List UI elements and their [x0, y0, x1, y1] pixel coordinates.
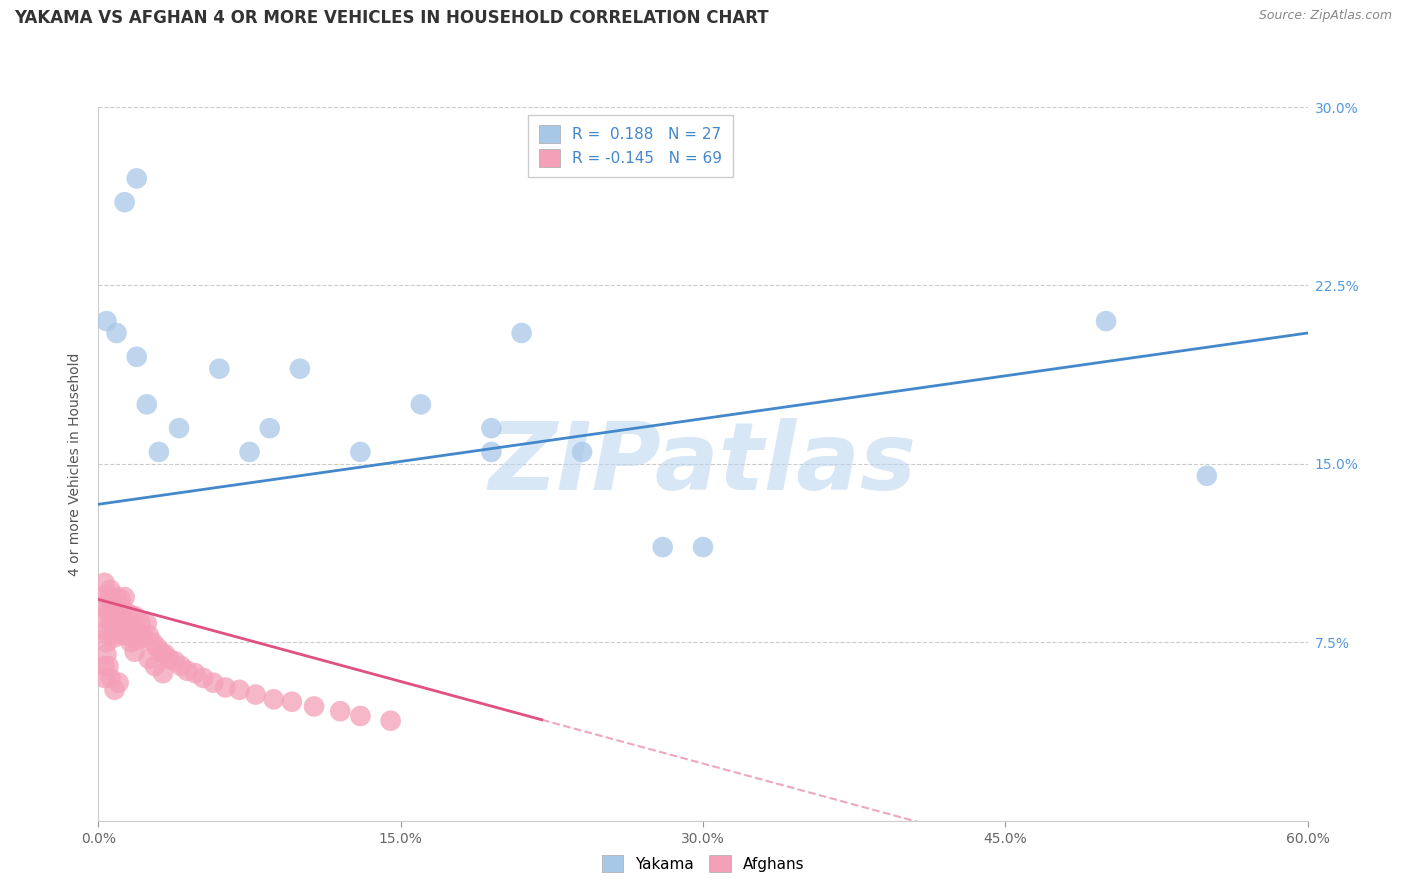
Point — [571, 445, 593, 459]
Point — [100, 671, 122, 685]
Point — [380, 714, 402, 728]
Point — [103, 682, 125, 697]
Point — [176, 664, 198, 678]
Point — [103, 602, 125, 616]
Point — [97, 592, 120, 607]
Legend: R =  0.188   N = 27, R = -0.145   N = 69: R = 0.188 N = 27, R = -0.145 N = 69 — [527, 115, 733, 178]
Point — [114, 616, 136, 631]
Point — [93, 575, 115, 590]
Point — [349, 709, 371, 723]
Point — [114, 195, 136, 210]
Point — [153, 647, 176, 661]
Text: ZIPatlas: ZIPatlas — [489, 417, 917, 510]
Point — [152, 666, 174, 681]
Point — [105, 616, 128, 631]
Point — [259, 421, 281, 435]
Point — [167, 421, 190, 435]
Y-axis label: 4 or more Vehicles in Household: 4 or more Vehicles in Household — [69, 352, 83, 575]
Point — [110, 614, 132, 628]
Point — [120, 635, 142, 649]
Point — [163, 654, 186, 668]
Point — [146, 640, 169, 654]
Point — [184, 666, 207, 681]
Point — [245, 688, 267, 702]
Point — [107, 625, 129, 640]
Point — [100, 614, 122, 628]
Point — [96, 635, 118, 649]
Point — [692, 540, 714, 554]
Point — [111, 628, 134, 642]
Point — [214, 681, 236, 695]
Point — [125, 624, 148, 638]
Point — [97, 659, 120, 673]
Point — [114, 590, 136, 604]
Legend: Yakama, Afghans: Yakama, Afghans — [593, 847, 813, 880]
Point — [409, 397, 432, 411]
Point — [115, 625, 138, 640]
Point — [148, 445, 170, 459]
Point — [281, 695, 304, 709]
Point — [100, 582, 122, 597]
Point — [263, 692, 285, 706]
Point — [149, 645, 172, 659]
Point — [125, 350, 148, 364]
Point — [128, 632, 150, 647]
Text: YAKAMA VS AFGHAN 4 OR MORE VEHICLES IN HOUSEHOLD CORRELATION CHART: YAKAMA VS AFGHAN 4 OR MORE VEHICLES IN H… — [14, 9, 769, 27]
Point — [288, 361, 311, 376]
Point — [302, 699, 325, 714]
Point — [138, 652, 160, 666]
Point — [121, 631, 143, 645]
Point — [651, 540, 673, 554]
Point — [103, 631, 125, 645]
Point — [143, 659, 166, 673]
Point — [96, 588, 118, 602]
Point — [107, 604, 129, 618]
Point — [118, 607, 141, 621]
Point — [132, 631, 155, 645]
Point — [510, 326, 533, 340]
Point — [239, 445, 262, 459]
Point — [1195, 468, 1218, 483]
Point — [93, 671, 115, 685]
Point — [101, 618, 124, 632]
Point — [91, 599, 114, 614]
Point — [1095, 314, 1118, 328]
Point — [124, 609, 146, 624]
Point — [97, 628, 120, 642]
Point — [124, 645, 146, 659]
Point — [170, 659, 193, 673]
Point — [208, 361, 231, 376]
Point — [349, 445, 371, 459]
Point — [481, 421, 503, 435]
Point — [93, 659, 115, 673]
Point — [96, 314, 118, 328]
Point — [125, 171, 148, 186]
Point — [107, 675, 129, 690]
Point — [96, 624, 118, 638]
Point — [481, 445, 503, 459]
Point — [193, 671, 215, 685]
Point — [329, 704, 352, 718]
Point — [111, 602, 134, 616]
Point — [105, 326, 128, 340]
Point — [157, 652, 180, 666]
Point — [110, 592, 132, 607]
Point — [97, 604, 120, 618]
Point — [120, 618, 142, 632]
Point — [228, 682, 250, 697]
Point — [93, 611, 115, 625]
Point — [96, 647, 118, 661]
Point — [202, 675, 225, 690]
Text: Source: ZipAtlas.com: Source: ZipAtlas.com — [1258, 9, 1392, 22]
Point — [135, 397, 157, 411]
Point — [105, 590, 128, 604]
Point — [101, 595, 124, 609]
Point — [142, 635, 165, 649]
Point — [135, 616, 157, 631]
Point — [138, 628, 160, 642]
Point — [129, 616, 152, 631]
